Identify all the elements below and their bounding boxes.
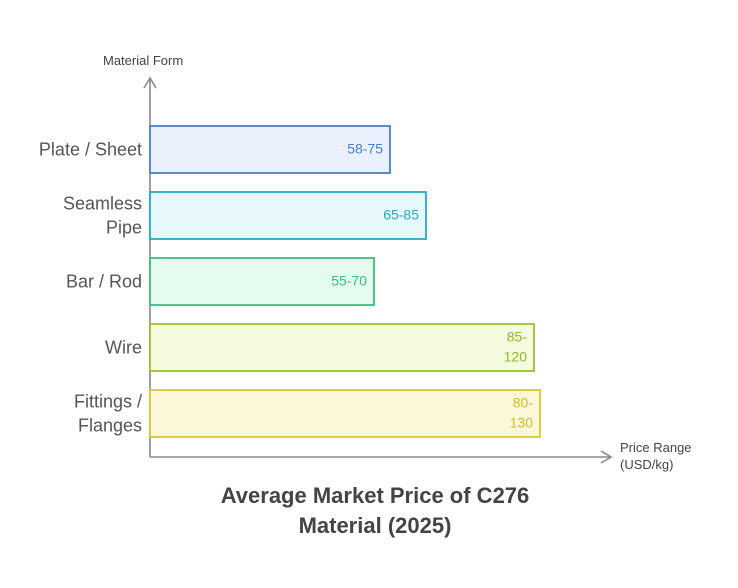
bar-value-label: 80-130 <box>510 394 534 430</box>
y-axis-label: Material Form <box>103 53 183 68</box>
bar-value-label: 55-70 <box>331 272 367 288</box>
bar <box>149 389 541 438</box>
bar <box>149 323 535 372</box>
chart-title: Average Market Price of C276 Material (20… <box>221 483 530 538</box>
bar <box>149 125 391 174</box>
bar <box>149 191 427 240</box>
category-label: Seamless Pipe <box>63 193 142 237</box>
category-label: Fittings / Flanges <box>74 391 142 435</box>
category-label: Bar / Rod <box>66 271 142 291</box>
x-axis-arrow-icon <box>600 450 613 464</box>
category-label: Plate / Sheet <box>39 139 142 159</box>
bar-value-label: 65-85 <box>383 206 419 222</box>
bars: Plate / Sheet 58-75 Seamless Pipe 65-85 Bar /… <box>39 125 541 438</box>
x-axis-label: Price Range (USD/kg) <box>620 440 692 472</box>
bar <box>149 257 375 306</box>
bar-value-label: 58-75 <box>347 140 383 156</box>
category-label: Wire <box>105 337 142 357</box>
bar-value-label: 85-120 <box>504 328 528 364</box>
y-axis-arrow-icon <box>143 76 157 89</box>
